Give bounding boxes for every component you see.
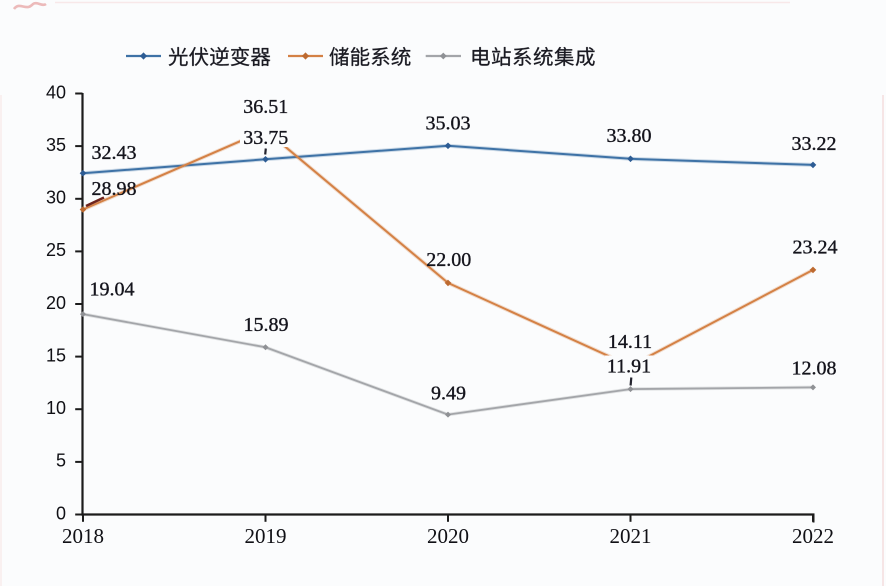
svg-text:15.89: 15.89 (244, 314, 289, 336)
svg-text:33.22: 33.22 (792, 133, 837, 155)
svg-text:32.43: 32.43 (92, 142, 137, 164)
svg-text:36.51: 36.51 (243, 96, 288, 118)
svg-text:33.80: 33.80 (607, 125, 652, 147)
svg-text:9.49: 9.49 (431, 383, 466, 405)
svg-text:30: 30 (46, 188, 66, 208)
svg-text:0: 0 (56, 503, 66, 523)
svg-text:19.04: 19.04 (90, 279, 135, 301)
svg-text:2021: 2021 (610, 524, 652, 548)
svg-text:33.75: 33.75 (243, 127, 288, 149)
svg-text:40: 40 (46, 82, 66, 102)
svg-text:12.08: 12.08 (792, 358, 837, 380)
svg-text:2022: 2022 (792, 524, 834, 548)
svg-text:28.98: 28.98 (92, 178, 137, 200)
svg-text:25: 25 (46, 240, 66, 260)
svg-text:22.00: 22.00 (426, 249, 471, 271)
svg-text:10: 10 (46, 398, 66, 418)
svg-text:15: 15 (46, 345, 66, 365)
svg-text:14.11: 14.11 (608, 331, 652, 353)
svg-text:20: 20 (46, 293, 66, 313)
svg-text:35.03: 35.03 (426, 113, 471, 135)
svg-text:2019: 2019 (245, 524, 287, 548)
svg-text:2020: 2020 (427, 524, 469, 548)
svg-text:35: 35 (46, 135, 66, 155)
svg-text:2018: 2018 (62, 524, 104, 548)
svg-text:11.91: 11.91 (607, 356, 651, 378)
svg-text:23.24: 23.24 (793, 236, 838, 258)
svg-text:5: 5 (56, 451, 66, 471)
